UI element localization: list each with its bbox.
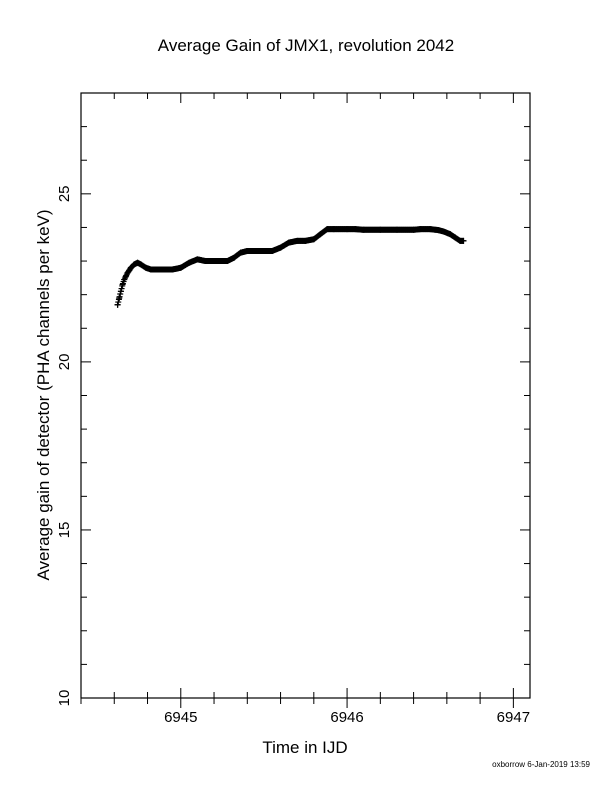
data-point xyxy=(118,285,125,292)
data-point xyxy=(117,290,124,297)
data-point xyxy=(114,301,121,308)
y-tick-label: 15 xyxy=(56,522,73,539)
y-tick-label: 25 xyxy=(56,185,73,202)
data-point xyxy=(116,293,123,300)
x-axis-label: Time in IJD xyxy=(262,738,348,757)
data-point xyxy=(117,288,124,295)
y-axis-label: Average gain of detector (PHA channels p… xyxy=(34,209,53,581)
data-point xyxy=(115,299,122,306)
y-tick-label: 20 xyxy=(56,354,73,371)
x-tick-label: 6947 xyxy=(497,709,530,726)
chart-title: Average Gain of JMX1, revolution 2042 xyxy=(157,36,455,55)
data-point xyxy=(121,276,128,283)
y-tick-label: 10 xyxy=(56,690,73,707)
data-point xyxy=(123,272,130,279)
data-point xyxy=(115,296,122,303)
x-tick-label: 6946 xyxy=(330,709,363,726)
x-tick-label: 6945 xyxy=(164,709,197,726)
data-point xyxy=(122,273,129,280)
plot-frame xyxy=(80,92,531,699)
data-point xyxy=(121,275,128,282)
footer-stamp: oxborrow 6-Jan-2019 13:59 xyxy=(492,760,590,769)
data-point xyxy=(460,237,467,244)
